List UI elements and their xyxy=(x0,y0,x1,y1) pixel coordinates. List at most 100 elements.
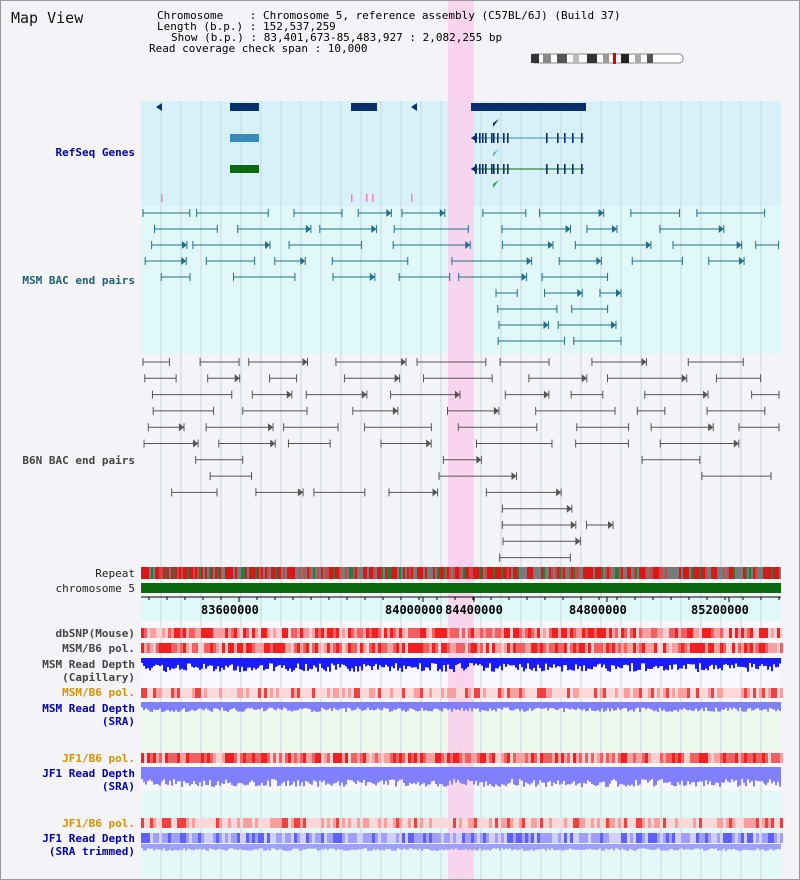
exon xyxy=(557,133,559,143)
depth-bar xyxy=(651,702,653,710)
bac-end-arrow xyxy=(611,225,617,233)
depth-bar xyxy=(589,702,591,708)
depth-bar xyxy=(381,844,383,850)
repeat-segment xyxy=(141,567,143,579)
depth-bar xyxy=(275,844,277,850)
depth-bar xyxy=(747,767,749,780)
depth-bar xyxy=(321,844,323,850)
depth-bar xyxy=(499,844,501,851)
bac-end-arrow xyxy=(305,225,311,233)
repeat-segment xyxy=(281,567,283,579)
heat-cell xyxy=(210,818,213,828)
depth-bar xyxy=(747,658,749,672)
depth-bar xyxy=(313,767,315,781)
heat-cell xyxy=(600,628,603,638)
repeat-segment xyxy=(145,567,147,579)
track-label-msm-bac[interactable]: MSM BAC end pairs xyxy=(22,274,135,287)
heat-cell xyxy=(396,643,399,653)
depth-bar xyxy=(243,767,245,785)
depth-bar xyxy=(451,658,453,670)
track-label-jf1-depth-sra[interactable]: JF1 Read Depth xyxy=(42,767,135,780)
depth-bar xyxy=(603,767,605,782)
depth-bar xyxy=(777,702,779,710)
heat-cell xyxy=(642,818,645,828)
heat-cell xyxy=(399,753,402,763)
chromosome-ideogram[interactable] xyxy=(531,53,685,65)
heat-cell xyxy=(693,628,696,638)
heat-cell xyxy=(489,833,492,843)
track-label-jf1-pol-2[interactable]: JF1/B6 pol. xyxy=(62,817,135,830)
heat-cell xyxy=(591,628,594,638)
depth-bar xyxy=(579,702,581,710)
repeat-segment xyxy=(511,567,513,579)
depth-bar xyxy=(157,658,159,665)
heat-cell xyxy=(393,643,396,653)
depth-bar xyxy=(683,844,685,851)
repeat-segment xyxy=(277,567,279,579)
track-label-chromosome[interactable]: chromosome 5 xyxy=(55,582,135,595)
heat-cell xyxy=(297,753,300,763)
heat-cell xyxy=(720,818,723,828)
heat-cell xyxy=(228,643,231,653)
track-label-jf1-depth-trim[interactable]: JF1 Read Depth xyxy=(42,832,135,845)
heat-cell xyxy=(528,688,531,698)
heat-cell xyxy=(162,688,165,698)
depth-bar xyxy=(585,702,587,712)
heat-cell xyxy=(195,643,198,653)
depth-bar xyxy=(203,702,205,711)
heat-cell xyxy=(234,628,237,638)
heat-cell xyxy=(741,833,744,843)
depth-bar xyxy=(279,702,281,710)
heat-cell xyxy=(444,833,447,843)
heat-cell xyxy=(738,753,741,763)
track-label-msm-pol-2[interactable]: MSM/B6 pol. xyxy=(62,686,135,699)
bac-end-arrow xyxy=(645,241,651,249)
heat-cell xyxy=(288,643,291,653)
heat-cell xyxy=(288,688,291,698)
depth-bar xyxy=(379,702,381,710)
track-label-msm-depth-cap[interactable]: MSM Read Depth xyxy=(42,658,135,671)
depth-bar xyxy=(317,658,319,672)
heat-cell xyxy=(606,643,609,653)
heat-cell xyxy=(489,753,492,763)
depth-bar xyxy=(575,658,577,665)
track-label-msm-pol-1[interactable]: MSM/B6 pol. xyxy=(62,642,135,655)
track-label-jf1-pol-1[interactable]: JF1/B6 pol. xyxy=(62,752,135,765)
depth-bar xyxy=(667,702,669,712)
heat-cell xyxy=(306,753,309,763)
heat-cell xyxy=(387,818,390,828)
heat-cell xyxy=(144,628,147,638)
heat-cell xyxy=(360,818,363,828)
heat-cell xyxy=(261,628,264,638)
track-label-b6n-bac[interactable]: B6N BAC end pairs xyxy=(22,454,135,467)
depth-bar xyxy=(771,702,773,709)
repeat-segment xyxy=(369,567,371,579)
heat-cell xyxy=(141,818,144,828)
repeat-segment xyxy=(209,567,211,579)
heat-cell xyxy=(741,643,744,653)
heat-cell xyxy=(636,628,639,638)
track-label-dbsnp[interactable]: dbSNP(Mouse) xyxy=(55,627,135,640)
heat-cell xyxy=(507,818,510,828)
heat-cell xyxy=(504,688,507,698)
depth-bar xyxy=(767,658,769,670)
heat-cell xyxy=(435,833,438,843)
repeat-segment xyxy=(423,567,425,579)
repeat-segment xyxy=(631,567,633,579)
track-label-refseq[interactable]: RefSeq Genes xyxy=(55,146,135,159)
repeat-segment xyxy=(625,567,627,579)
track-label-msm-depth-sra[interactable]: MSM Read Depth xyxy=(42,702,135,715)
depth-bar xyxy=(453,702,455,709)
heat-cell xyxy=(336,753,339,763)
depth-bar xyxy=(205,702,207,709)
depth-bar xyxy=(431,844,433,851)
depth-bar xyxy=(293,702,295,711)
heat-cell xyxy=(366,628,369,638)
heat-cell xyxy=(390,688,393,698)
track-label-repeat[interactable]: Repeat xyxy=(95,567,135,580)
depth-bar xyxy=(711,658,713,665)
heat-cell xyxy=(516,753,519,763)
depth-bar xyxy=(613,844,615,851)
depth-bar xyxy=(573,767,575,782)
